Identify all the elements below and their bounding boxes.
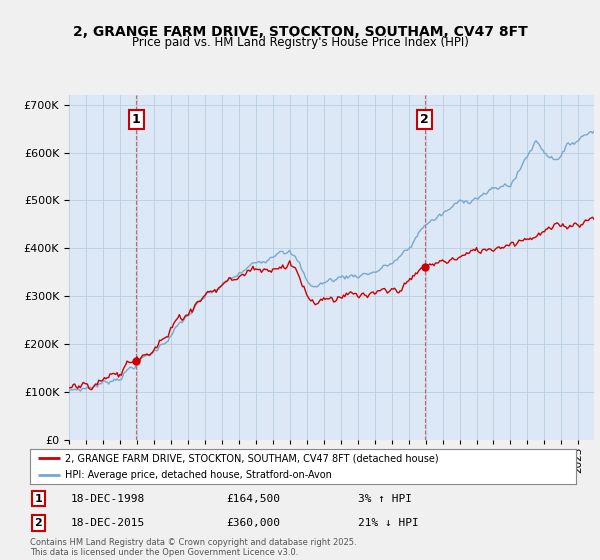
Text: £164,500: £164,500	[227, 494, 281, 503]
Text: 21% ↓ HPI: 21% ↓ HPI	[358, 518, 418, 528]
Text: 2: 2	[421, 113, 429, 126]
Text: 1: 1	[34, 494, 42, 503]
Text: 18-DEC-1998: 18-DEC-1998	[71, 494, 145, 503]
Text: 2, GRANGE FARM DRIVE, STOCKTON, SOUTHAM, CV47 8FT: 2, GRANGE FARM DRIVE, STOCKTON, SOUTHAM,…	[73, 25, 527, 39]
Text: Contains HM Land Registry data © Crown copyright and database right 2025.
This d: Contains HM Land Registry data © Crown c…	[30, 538, 356, 557]
Text: Price paid vs. HM Land Registry's House Price Index (HPI): Price paid vs. HM Land Registry's House …	[131, 36, 469, 49]
Text: 2: 2	[34, 518, 42, 528]
Text: 18-DEC-2015: 18-DEC-2015	[71, 518, 145, 528]
Text: 3% ↑ HPI: 3% ↑ HPI	[358, 494, 412, 503]
Text: HPI: Average price, detached house, Stratford-on-Avon: HPI: Average price, detached house, Stra…	[65, 470, 332, 480]
Text: £360,000: £360,000	[227, 518, 281, 528]
Text: 2, GRANGE FARM DRIVE, STOCKTON, SOUTHAM, CV47 8FT (detached house): 2, GRANGE FARM DRIVE, STOCKTON, SOUTHAM,…	[65, 453, 439, 463]
Text: 1: 1	[132, 113, 140, 126]
